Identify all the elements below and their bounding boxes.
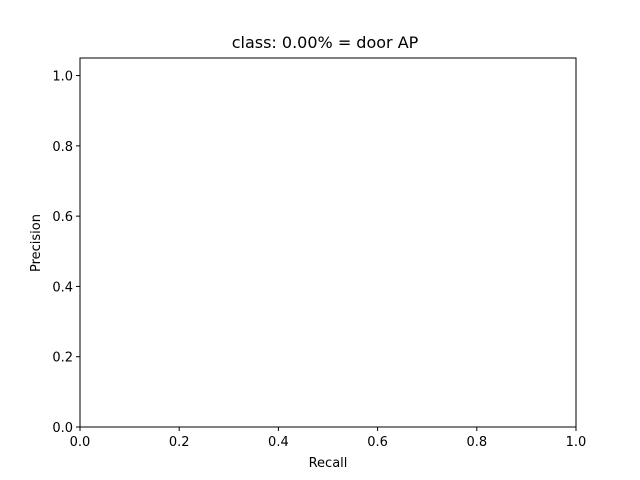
x-axis-label: Recall: [309, 456, 348, 471]
x-axis-ticks: 0.0 0.2 0.4 0.6 0.8 1.0: [70, 427, 587, 450]
y-axis-label: Precision: [29, 214, 44, 272]
y-tick-label: 0.4: [52, 280, 73, 295]
chart-title: class: 0.00% = door AP: [232, 33, 419, 52]
y-tick-label: 0.8: [52, 140, 73, 155]
x-tick-label: 0.4: [268, 435, 289, 450]
x-tick-label: 0.8: [466, 435, 487, 450]
x-tick-label: 0.2: [169, 435, 190, 450]
y-axis-ticks: 0.0 0.2 0.4 0.6 0.8 1.0: [52, 70, 80, 436]
x-tick-label: 0.0: [70, 435, 91, 450]
plot-area-frame: [79, 57, 577, 428]
x-tick-label: 1.0: [566, 435, 587, 450]
y-tick-label: 0.2: [52, 351, 73, 366]
y-tick-label: 0.6: [52, 210, 73, 225]
x-tick-label: 0.6: [367, 435, 388, 450]
y-tick-label: 1.0: [52, 70, 73, 85]
y-tick-label: 0.0: [52, 421, 73, 436]
